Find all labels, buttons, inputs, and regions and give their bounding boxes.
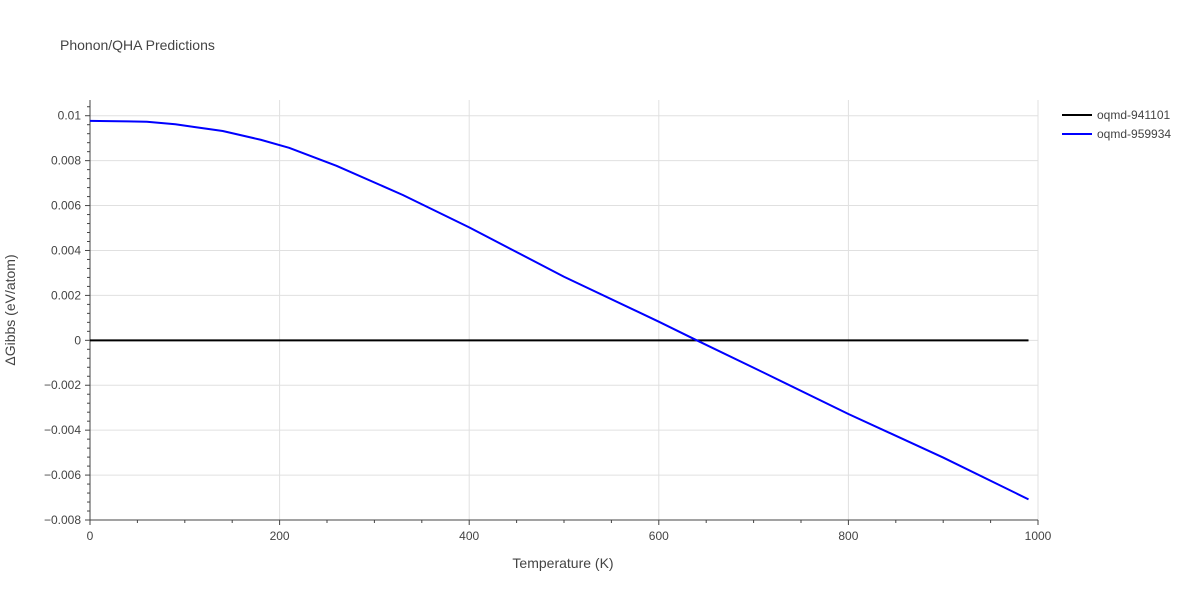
chart-title: Phonon/QHA Predictions [60,37,215,53]
y-tick-label: 0.01 [58,109,82,123]
x-tick-label: 200 [270,529,290,543]
y-tick-label: 0 [74,333,81,347]
y-tick-label: 0.008 [51,154,81,168]
y-tick-label: 0.002 [51,288,81,302]
legend-item-oqmd-941101[interactable]: oqmd-941101 [1062,108,1170,122]
series-layer [89,119,1029,501]
x-tick-label: 600 [649,529,669,543]
y-tick-label: 0.004 [51,243,81,257]
y-tick-label: −0.004 [44,423,81,437]
legend-label: oqmd-959934 [1097,127,1171,141]
y-tick-label: 0.006 [51,199,81,213]
x-tick-label: 800 [838,529,858,543]
legend-item-oqmd-959934[interactable]: oqmd-959934 [1062,127,1171,141]
y-tick-label: −0.002 [44,378,81,392]
y-tick-label: −0.006 [44,468,81,482]
x-tick-label: 0 [87,529,94,543]
axes-layer: −0.008 −0.006 −0.004 −0.002 0 0.002 0.004 0.006… [44,100,1052,543]
x-tick-label: 400 [459,529,479,543]
grid-layer [90,100,1039,521]
series-line-oqmd-959934 [89,119,1029,501]
legend[interactable]: oqmd-941101 oqmd-959934 [1062,108,1171,141]
y-axis-title: ΔGibbs (eV/atom) [2,254,18,365]
x-axis-title: Temperature (K) [512,555,613,571]
y-tick-label: −0.008 [44,513,81,527]
legend-label: oqmd-941101 [1097,108,1170,122]
x-tick-label: 1000 [1025,529,1052,543]
